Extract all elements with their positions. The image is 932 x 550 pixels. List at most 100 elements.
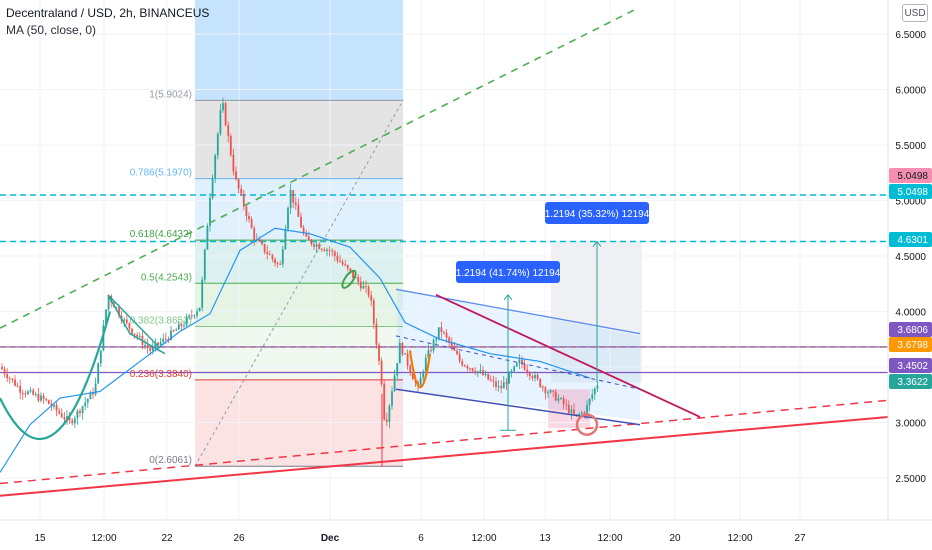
candle-body — [318, 244, 321, 249]
candle-body — [575, 414, 578, 416]
candle-body — [250, 219, 253, 229]
price-label-bg — [889, 374, 932, 389]
red-support-line — [0, 415, 889, 497]
candle-body — [105, 309, 107, 326]
price-axis-bg — [888, 0, 932, 550]
candle-body — [362, 285, 365, 289]
candle-body — [237, 179, 240, 189]
candle-body — [86, 399, 89, 403]
candle-body — [505, 382, 508, 384]
candle-body — [560, 398, 562, 400]
fib-band — [195, 100, 403, 179]
candle-body — [302, 227, 305, 234]
price-label: 3.4502 — [897, 361, 928, 372]
red-dashed-support-line — [0, 399, 889, 485]
candle-body — [591, 394, 594, 399]
measure-arrowhead-2 — [592, 240, 602, 247]
candle-body — [424, 357, 427, 372]
price-label-bg — [889, 168, 932, 183]
x-tick-label: 22 — [161, 533, 173, 544]
candle-body — [476, 371, 479, 374]
candle-body — [320, 248, 323, 250]
candle-body — [526, 369, 529, 373]
price-label: 5.0498 — [897, 187, 928, 198]
price-label: 3.6798 — [897, 340, 928, 351]
candle-body — [544, 387, 547, 394]
fib-band — [195, 240, 403, 284]
candle-body — [201, 279, 204, 308]
candle-body — [229, 135, 232, 155]
candle-body — [151, 346, 154, 351]
orange-bottom-arc — [408, 350, 432, 389]
price-label: 5.0498 — [897, 171, 928, 182]
candle-body — [55, 404, 58, 411]
price-label-bg — [889, 232, 932, 247]
x-tick-label: 20 — [669, 533, 681, 544]
x-tick-label: 26 — [233, 533, 245, 544]
candle-body — [274, 258, 276, 264]
candle-body — [510, 370, 513, 373]
x-tick-label: 27 — [794, 533, 806, 544]
candle-body — [375, 323, 378, 345]
candle-body — [271, 254, 274, 259]
trendlines-layer: 1.2194 (41.74%) 12194 1.2194 (35.32%) 121… — [0, 8, 889, 497]
candle-body — [528, 372, 531, 377]
fib-level-label: 1(5.9024) — [149, 89, 192, 100]
indicator-legend: MA (50, close, 0) — [6, 23, 97, 37]
candle-body — [367, 286, 370, 296]
candle-body — [188, 315, 191, 318]
price-label-bg — [889, 358, 932, 373]
candle-body — [541, 386, 544, 388]
candle-body — [107, 295, 110, 310]
candle-body — [404, 353, 406, 355]
measure-label-2: 1.2194 (35.32%) 12194 — [545, 209, 650, 220]
candle-body — [331, 250, 334, 252]
candle-body — [76, 410, 79, 419]
candle-body — [357, 277, 360, 282]
candle-body — [419, 377, 422, 386]
candle-body — [445, 332, 448, 338]
candle-body — [53, 404, 55, 407]
candle-body — [92, 392, 94, 395]
x-tick-label: 6 — [418, 533, 424, 544]
candle-body — [136, 334, 139, 337]
price-label-bg — [889, 184, 932, 199]
candle-body — [128, 322, 131, 329]
candle-body — [164, 338, 167, 340]
candle-body — [40, 395, 42, 401]
channel-mid-line — [395, 335, 641, 390]
candle-body — [284, 228, 287, 250]
candle-body — [315, 244, 318, 247]
candle-body — [115, 307, 118, 309]
candle-body — [580, 412, 583, 414]
candle-body — [183, 325, 185, 327]
fibonacci-layer: 1(5.9024) 0.786(5.1970) 0.618(4.6432) 0.5(4… — [130, 89, 404, 467]
candle-body — [297, 204, 300, 217]
candle-body — [430, 350, 432, 352]
y-tick-label: 4.5000 — [895, 252, 926, 263]
candle-body — [11, 378, 14, 380]
candle-body — [450, 342, 453, 346]
candle-body — [71, 420, 74, 424]
candle-body — [177, 324, 180, 330]
candle-body — [185, 317, 188, 326]
candle-body — [138, 335, 141, 337]
fib-level-label: 0.382(3.8653) — [130, 315, 192, 326]
candle-body — [190, 315, 193, 317]
candle-body — [133, 333, 136, 335]
channel-fill — [397, 289, 640, 421]
candle-body — [508, 372, 510, 384]
candle-body — [521, 359, 523, 364]
drawing-background-layer — [195, 0, 642, 467]
candle-body — [73, 418, 76, 424]
y-tick-label: 6.5000 — [895, 30, 926, 41]
candle-body — [219, 110, 222, 134]
candle-body — [463, 365, 466, 367]
currency-selector[interactable]: USD — [902, 4, 928, 22]
candle-body — [27, 391, 29, 395]
candle-body — [346, 265, 349, 269]
candle-body — [588, 398, 591, 406]
fib-level-label: 0.618(4.6432) — [130, 229, 192, 240]
